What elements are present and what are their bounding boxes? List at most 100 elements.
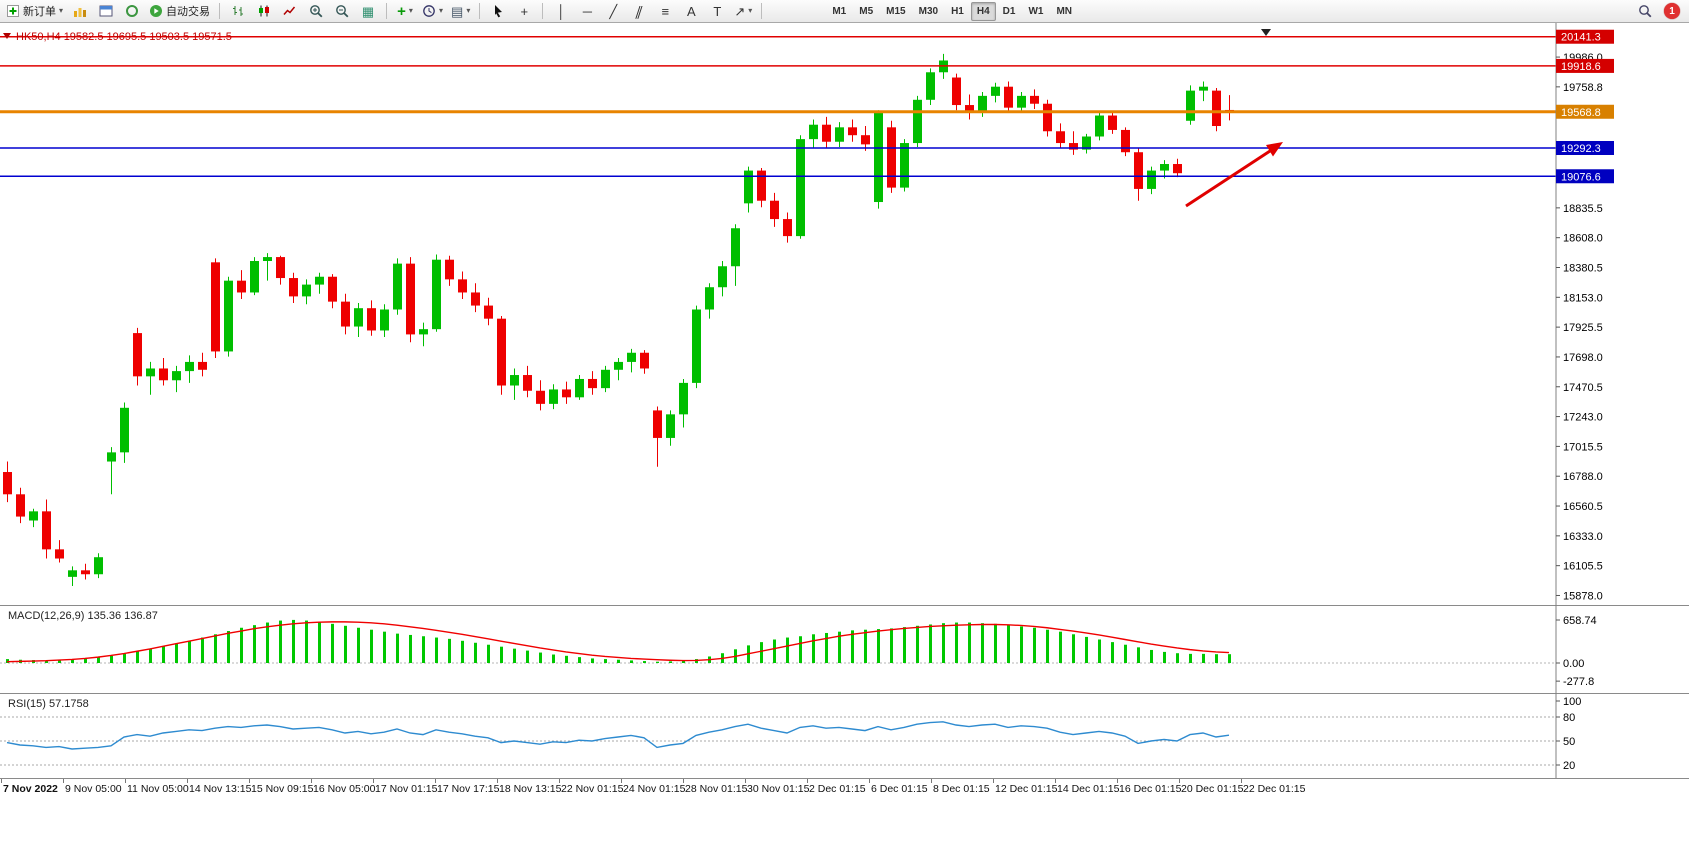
- svg-text:18608.0: 18608.0: [1563, 233, 1603, 245]
- trendline-icon: ╱: [609, 3, 618, 19]
- time-axis-label: 24 Nov 01:15: [623, 783, 686, 795]
- timeframe-mn-button[interactable]: MN: [1050, 2, 1078, 21]
- timeframe-m5-button[interactable]: M5: [853, 2, 879, 21]
- templates-button[interactable]: ▤ ▾: [448, 1, 473, 21]
- toolbar-separator: [219, 3, 221, 19]
- indicators-button[interactable]: + ▾: [393, 1, 417, 21]
- timeframe-m1-button[interactable]: M1: [826, 2, 852, 21]
- time-axis-label: 22 Dec 01:15: [1243, 783, 1306, 795]
- trendline-tool-button[interactable]: ╱: [601, 1, 625, 21]
- search-button[interactable]: [1633, 1, 1657, 21]
- caret-down-icon: ▾: [439, 6, 444, 15]
- gold-bars-button[interactable]: [68, 1, 92, 21]
- fibonacci-tool-button[interactable]: ≡: [653, 1, 677, 21]
- templates-icon: ▤: [451, 3, 464, 19]
- vertical-line-tool-button[interactable]: │: [549, 1, 573, 21]
- record-circle-icon: [126, 5, 139, 17]
- crosshair-icon: +: [520, 3, 529, 19]
- channel-tool-button[interactable]: ∥: [627, 1, 651, 21]
- time-axis-label: 15 Nov 09:15: [251, 783, 314, 795]
- gold-bars-icon: [74, 8, 87, 17]
- crosshair-button[interactable]: +: [512, 1, 536, 21]
- timeframe-d1-button[interactable]: D1: [997, 2, 1022, 21]
- svg-text:18835.5: 18835.5: [1563, 203, 1603, 215]
- svg-text:100: 100: [1563, 696, 1581, 708]
- timeframe-group: M1 M5 M15 M30 H1 H4 D1 W1 MN: [826, 1, 1078, 21]
- channel-icon: ∥: [633, 3, 646, 19]
- timeframe-m30-button[interactable]: M30: [913, 2, 944, 21]
- candlestick-chart-icon: [259, 5, 270, 17]
- record-button[interactable]: [120, 1, 144, 21]
- clock-icon: [423, 5, 435, 17]
- bar-chart-icon: [233, 6, 244, 16]
- label-tool-button[interactable]: T: [705, 1, 729, 21]
- zoom-out-button[interactable]: [330, 1, 354, 21]
- timeframe-m15-button[interactable]: M15: [880, 2, 911, 21]
- bar-chart-button[interactable]: [226, 1, 250, 21]
- caret-down-icon: ▾: [748, 6, 753, 15]
- timeframe-h1-button[interactable]: H1: [945, 2, 970, 21]
- new-order-button[interactable]: 新订单 ▾: [3, 1, 66, 21]
- arrows-tool-button[interactable]: ↗ ▾: [731, 1, 755, 21]
- time-axis-label: 6 Dec 01:15: [871, 783, 928, 795]
- timeframe-h4-button[interactable]: H4: [970, 1, 996, 21]
- periods-button[interactable]: ▾: [419, 1, 446, 21]
- text-tool-button[interactable]: A: [679, 1, 703, 21]
- cursor-button[interactable]: [486, 1, 510, 21]
- svg-text:16788.0: 16788.0: [1563, 471, 1603, 483]
- chart-symbol-title: HK50,H4 19582.5 19695.5 19503.5 19571.5: [16, 31, 232, 43]
- toolbar-right-group: 1: [1633, 1, 1686, 21]
- svg-text:15878.0: 15878.0: [1563, 590, 1603, 602]
- candlestick-chart-button[interactable]: [252, 1, 276, 21]
- zoom-in-button[interactable]: [304, 1, 328, 21]
- notification-badge[interactable]: 1: [1664, 3, 1680, 19]
- svg-text:17698.0: 17698.0: [1563, 352, 1603, 364]
- time-axis-label: 16 Nov 05:00: [313, 783, 376, 795]
- new-order-icon: [7, 5, 19, 17]
- time-axis-label: 2 Dec 01:15: [809, 783, 866, 795]
- caret-down-icon: ▾: [466, 6, 471, 15]
- caret-down-icon: ▾: [59, 6, 64, 15]
- main-price-chart[interactable]: 19986.019758.818835.518608.018380.518153…: [0, 23, 1689, 605]
- svg-text:20: 20: [1563, 760, 1575, 772]
- svg-text:18153.0: 18153.0: [1563, 292, 1603, 304]
- zoom-in-icon: [310, 5, 323, 18]
- rsi-panel[interactable]: 100 80 50 20 RSI(15) 57.1758: [0, 693, 1689, 778]
- timeframe-w1-button[interactable]: W1: [1022, 2, 1049, 21]
- svg-text:19568.8: 19568.8: [1561, 107, 1601, 119]
- time-axis-label: 17 Nov 01:15: [375, 783, 438, 795]
- blue-window-icon: [99, 5, 113, 17]
- svg-text:18380.5: 18380.5: [1563, 262, 1603, 274]
- horizontal-line-tool-button[interactable]: ─: [575, 1, 599, 21]
- fibonacci-icon: ≡: [661, 3, 670, 19]
- zoom-out-icon: [336, 5, 349, 18]
- autotrading-play-icon: [150, 5, 163, 17]
- arrows-icon: ↗: [734, 3, 746, 19]
- time-axis-label: 30 Nov 01:15: [747, 783, 810, 795]
- tile-windows-button[interactable]: ▦: [356, 1, 380, 21]
- time-axis-label: 17 Nov 17:15: [437, 783, 500, 795]
- svg-text:17925.5: 17925.5: [1563, 322, 1603, 334]
- time-axis-label: 14 Dec 01:15: [1057, 783, 1120, 795]
- svg-text:19292.3: 19292.3: [1561, 143, 1601, 155]
- time-axis-label: 8 Dec 01:15: [933, 783, 990, 795]
- caret-down-icon: ▾: [408, 6, 413, 15]
- macd-panel[interactable]: 658.74 0.00 -277.8 MACD(12,26,9) 135.36 136…: [0, 605, 1689, 693]
- time-axis-label: 9 Nov 05:00: [65, 783, 122, 795]
- line-chart-button[interactable]: [278, 1, 302, 21]
- bottom-area: [0, 800, 1689, 861]
- time-axis-label: 12 Dec 01:15: [995, 783, 1058, 795]
- time-axis: 7 Nov 2022 9 Nov 05:00 11 Nov 05:00 14 Nov …: [0, 778, 1689, 800]
- time-axis-label: 14 Nov 13:15: [189, 783, 252, 795]
- window-button[interactable]: [94, 1, 118, 21]
- toolbar-separator: [761, 3, 763, 19]
- autotrading-button[interactable]: 自动交易: [146, 1, 213, 21]
- toolbar-separator: [479, 3, 481, 19]
- svg-text:19076.6: 19076.6: [1561, 171, 1601, 183]
- svg-text:19758.8: 19758.8: [1563, 82, 1603, 94]
- svg-text:16560.5: 16560.5: [1563, 501, 1603, 513]
- svg-text:658.74: 658.74: [1563, 615, 1597, 627]
- toolbar-separator: [386, 3, 388, 19]
- time-axis-label: 11 Nov 05:00: [127, 783, 189, 795]
